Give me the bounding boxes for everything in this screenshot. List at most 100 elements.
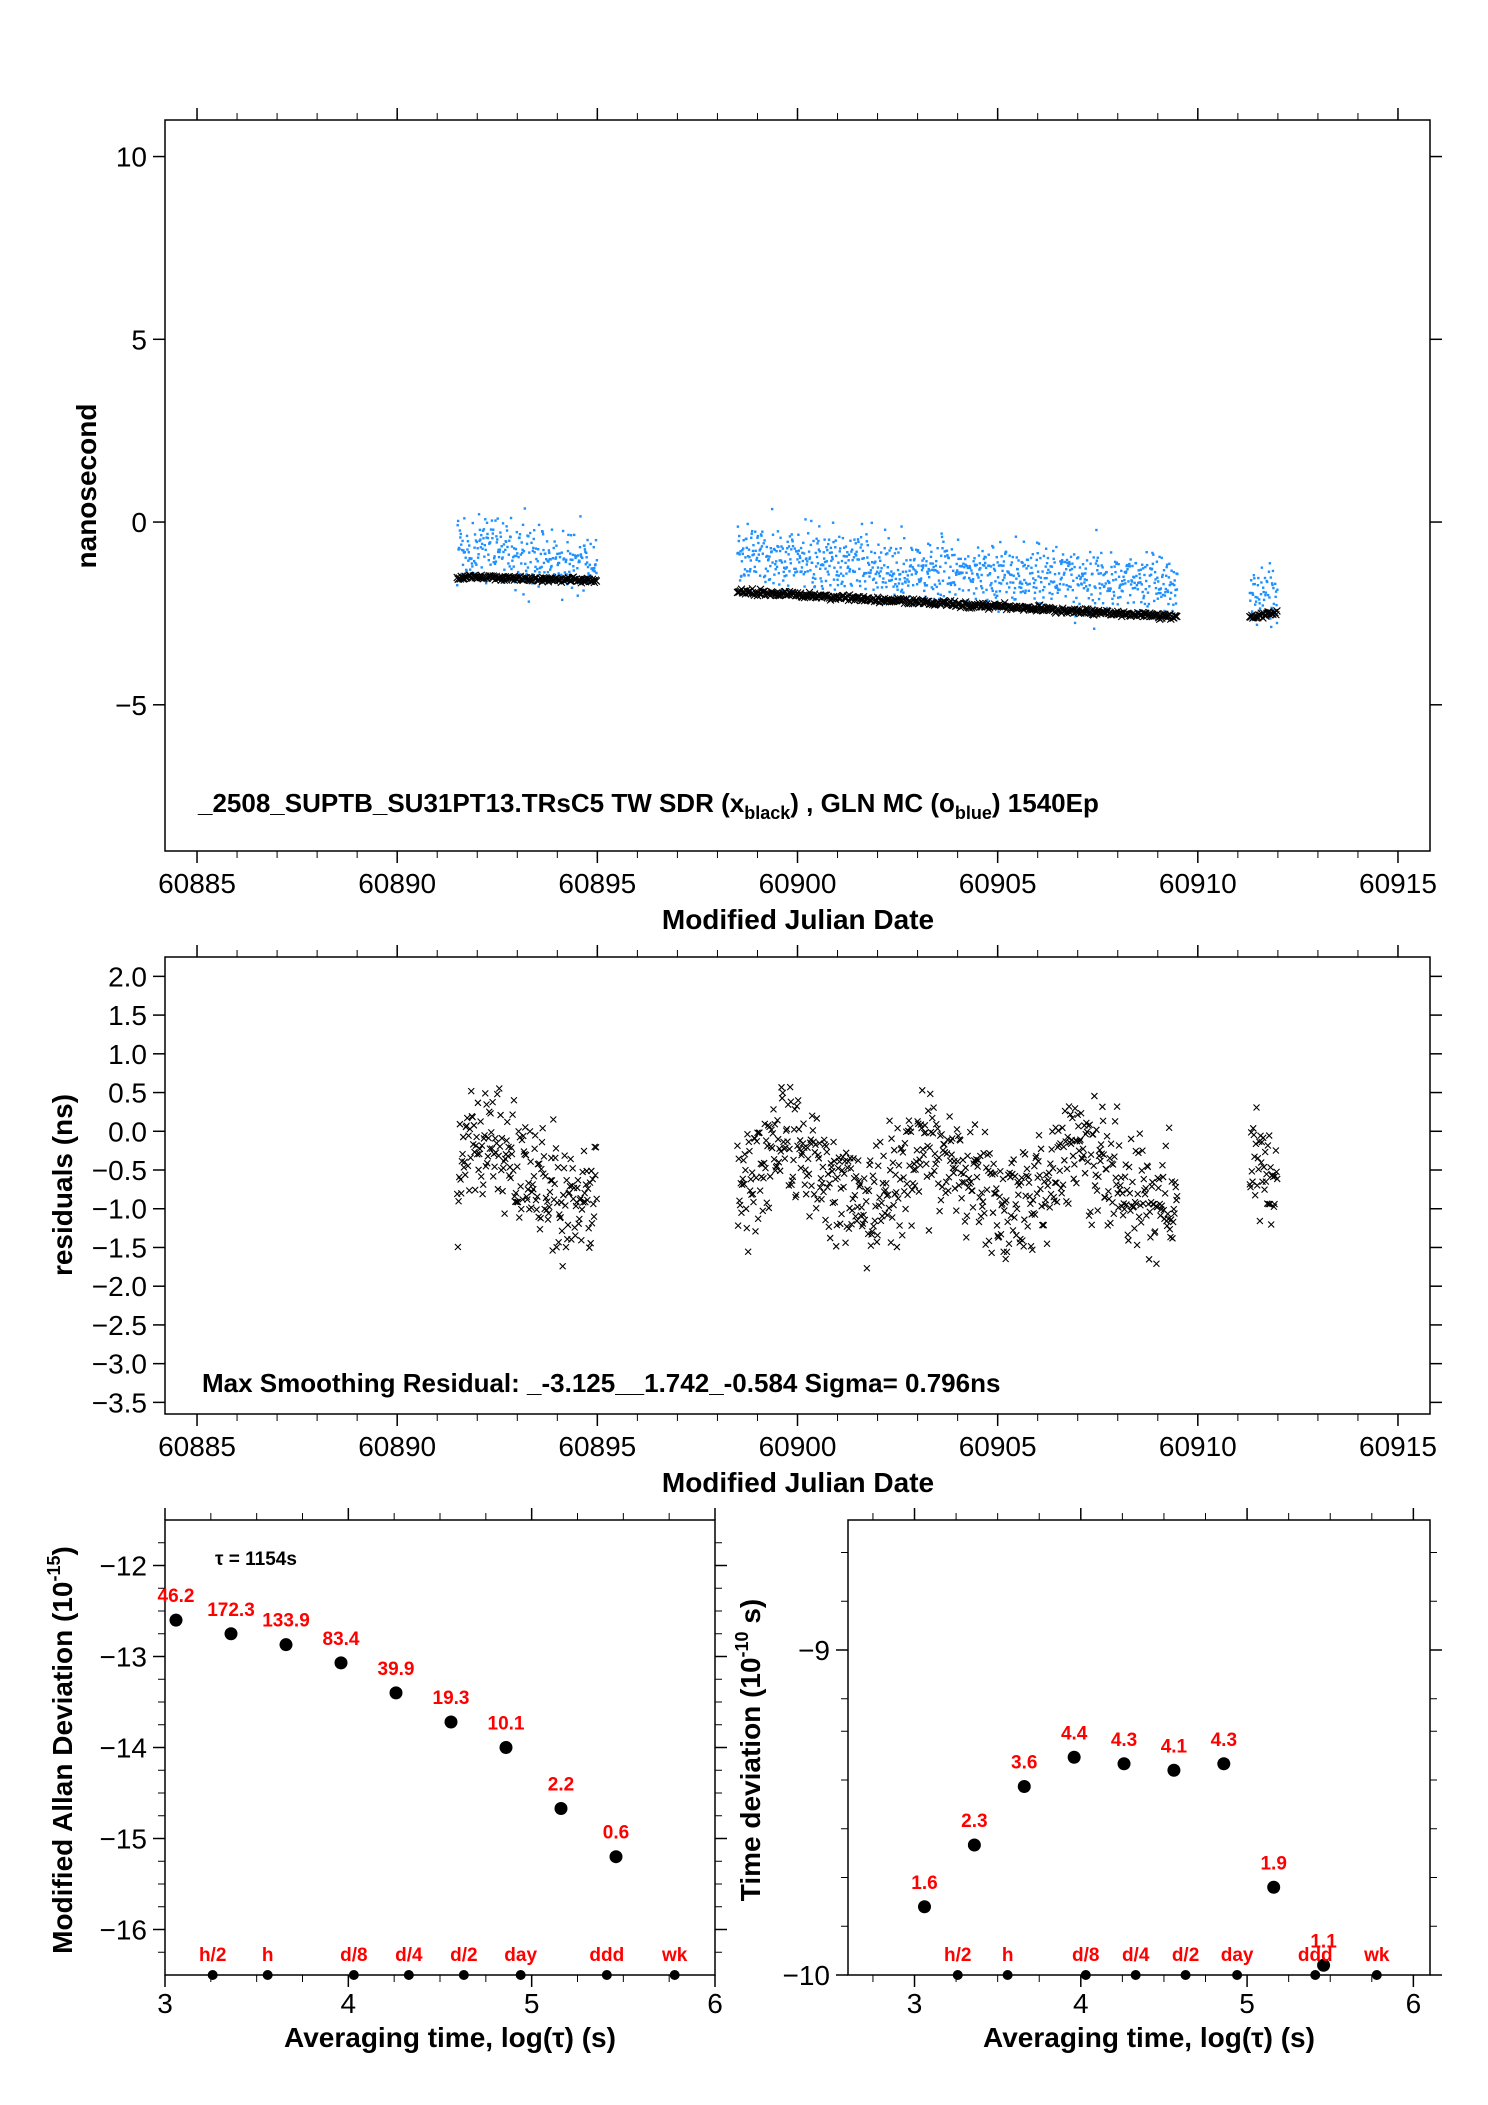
gln-mc-point — [954, 593, 957, 596]
gln-mc-point — [925, 584, 929, 587]
gln-mc-point — [1270, 625, 1273, 629]
gln-mc-point — [1271, 569, 1275, 573]
residual-point — [986, 1150, 994, 1157]
residual-point — [870, 1178, 878, 1186]
residual-point — [1010, 1214, 1018, 1221]
residual-point — [774, 1116, 781, 1124]
residual-point — [523, 1196, 531, 1203]
gln-mc-point — [1036, 541, 1039, 544]
residual-point — [541, 1172, 549, 1180]
gln-mc-point — [483, 555, 486, 558]
deviation-point — [499, 1741, 513, 1754]
gln-mc-point — [1018, 585, 1021, 589]
residual-point — [1025, 1179, 1033, 1187]
residual-point — [1005, 1240, 1013, 1248]
gln-mc-point — [767, 558, 770, 561]
gln-mc-point — [1101, 566, 1104, 569]
residual-point — [544, 1216, 552, 1223]
gln-mc-point — [771, 533, 775, 536]
residual-point — [822, 1216, 829, 1224]
residual-point — [804, 1144, 811, 1152]
residual-point — [908, 1186, 916, 1194]
residual-point — [952, 1207, 960, 1214]
residual-point — [802, 1166, 809, 1174]
gln-mc-point — [961, 571, 964, 574]
gln-mc-point — [529, 560, 532, 564]
gln-mc-point — [483, 544, 487, 547]
deviation-point-label: 2.2 — [548, 1774, 574, 1795]
gln-mc-point — [784, 550, 788, 554]
gln-mc-point — [475, 540, 479, 544]
residual-point — [938, 1183, 946, 1191]
gln-mc-point — [560, 551, 563, 554]
residual-point — [952, 1164, 960, 1172]
gln-mc-point — [924, 564, 928, 567]
gln-mc-point — [950, 581, 953, 585]
gln-mc-point — [579, 553, 583, 556]
gln-mc-point — [931, 568, 934, 572]
gln-mc-point — [1012, 591, 1016, 594]
gln-mc-point — [941, 547, 944, 550]
residual-point — [1135, 1149, 1142, 1157]
x-axis-label: Averaging time, log(τ) (s) — [284, 2022, 616, 2053]
gln-mc-point — [923, 589, 926, 593]
gln-mc-point — [782, 579, 785, 582]
gln-mc-point — [795, 570, 799, 573]
gln-mc-point — [466, 540, 470, 543]
gln-mc-point — [534, 547, 538, 550]
residual-point — [530, 1172, 538, 1180]
gln-mc-point — [840, 582, 843, 585]
gln-mc-point — [545, 540, 549, 543]
residual-point — [1161, 1190, 1169, 1197]
tw-sdr-point — [1161, 612, 1170, 620]
residual-point — [493, 1090, 501, 1098]
residual-point — [1036, 1185, 1044, 1193]
gln-mc-point — [1101, 602, 1105, 605]
gln-mc-point — [780, 561, 784, 564]
residual-point — [1110, 1210, 1118, 1218]
gln-mc-point — [1011, 596, 1014, 599]
gln-mc-point — [899, 572, 902, 576]
gln-mc-point — [952, 581, 956, 584]
residual-point — [1113, 1181, 1120, 1188]
gln-mc-point — [1133, 581, 1136, 585]
gln-mc-point — [902, 562, 906, 566]
residual-point — [1049, 1164, 1057, 1172]
residual-point — [926, 1090, 934, 1098]
gln-mc-point — [1108, 581, 1111, 585]
gln-mc-point — [1051, 592, 1054, 596]
gln-mc-point — [864, 571, 868, 575]
residual-point — [1014, 1191, 1022, 1199]
x-tick-label: 60910 — [1159, 868, 1237, 899]
gln-mc-point — [1010, 573, 1013, 577]
residual-point — [1008, 1159, 1016, 1167]
residual-point — [485, 1134, 492, 1142]
averaging-marker — [458, 1970, 469, 1980]
residual-point — [768, 1144, 776, 1152]
residual-point — [966, 1128, 974, 1136]
gln-mc-point — [1131, 564, 1134, 568]
residual-point — [932, 1160, 939, 1168]
gln-mc-point — [841, 536, 845, 540]
residual-point — [892, 1188, 900, 1196]
x-tick-label: 60885 — [158, 868, 236, 899]
gln-mc-point — [533, 551, 536, 554]
gln-mc-point — [749, 559, 752, 562]
gln-mc-point — [743, 568, 747, 571]
gln-mc-point — [1084, 567, 1087, 570]
gln-mc-point — [847, 559, 850, 562]
gln-mc-point — [586, 538, 589, 542]
gln-mc-point — [753, 565, 756, 569]
residual-point — [467, 1087, 475, 1095]
residual-point — [497, 1111, 504, 1119]
gln-mc-point — [817, 548, 821, 551]
gln-mc-point — [773, 548, 777, 552]
residual-point — [980, 1149, 988, 1157]
residual-point — [1028, 1246, 1036, 1254]
gln-mc-point — [895, 585, 899, 588]
gln-mc-point — [474, 539, 478, 542]
gln-mc-point — [848, 568, 852, 571]
gln-mc-point — [749, 567, 752, 571]
gln-mc-point — [944, 561, 947, 565]
